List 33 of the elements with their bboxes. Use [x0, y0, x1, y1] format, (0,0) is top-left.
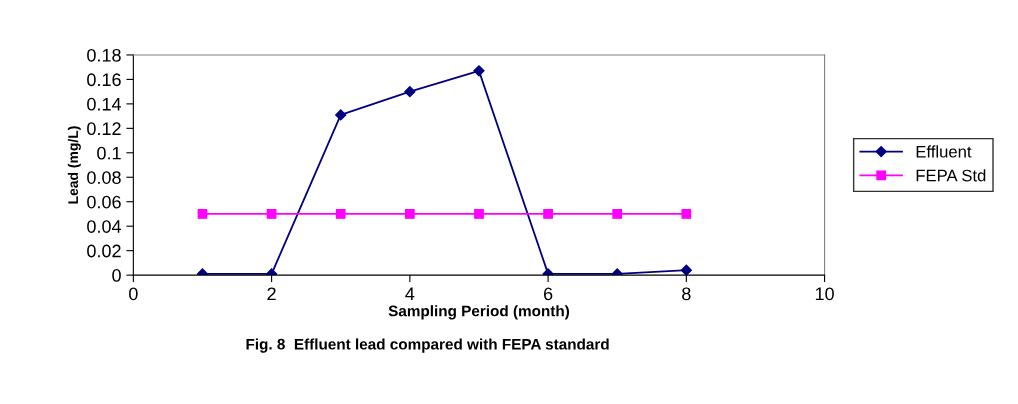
- point: [404, 86, 416, 98]
- y-axis-title: Lead (mg/L): [67, 126, 81, 204]
- point: [197, 209, 208, 219]
- y-tick-label: 0.16: [87, 73, 121, 87]
- x-tick-label: 0: [129, 287, 138, 301]
- y-tick-label: 0.14: [87, 97, 122, 111]
- point: [681, 209, 692, 219]
- text: Fig. 8 Effluent lead compared with FEPA standard: [246, 338, 609, 353]
- x-tick-label: 6: [543, 287, 553, 301]
- y-tick-label: 0.04: [87, 220, 122, 233]
- y-tick-label: 0.06: [87, 195, 121, 209]
- point: [680, 264, 692, 276]
- point: [474, 209, 484, 219]
- x-tick-label: 8: [682, 287, 691, 301]
- point: [404, 209, 415, 219]
- x-tick-label: 4: [405, 287, 415, 301]
- y-tick-label: 0.12: [87, 122, 121, 136]
- point: [473, 65, 485, 77]
- y-tick-label: 0: [112, 269, 121, 282]
- y-tick-label: 0.02: [87, 244, 121, 258]
- x-tick-label: 10: [815, 287, 834, 301]
- point: [612, 209, 623, 219]
- point: [543, 209, 553, 219]
- x-tick-label: 2: [267, 287, 276, 301]
- point: [335, 209, 346, 219]
- y-tick-label: 0.08: [87, 171, 121, 184]
- y-tick-label: 0.18: [87, 48, 121, 62]
- point: [335, 109, 347, 121]
- y-tick-label: 0.1: [97, 146, 121, 160]
- x-axis-title: Sampling Period (month): [388, 305, 570, 320]
- legend-label: Effluent: [916, 145, 972, 158]
- point: [266, 209, 277, 219]
- legend-label: FEPA Std: [916, 169, 986, 182]
